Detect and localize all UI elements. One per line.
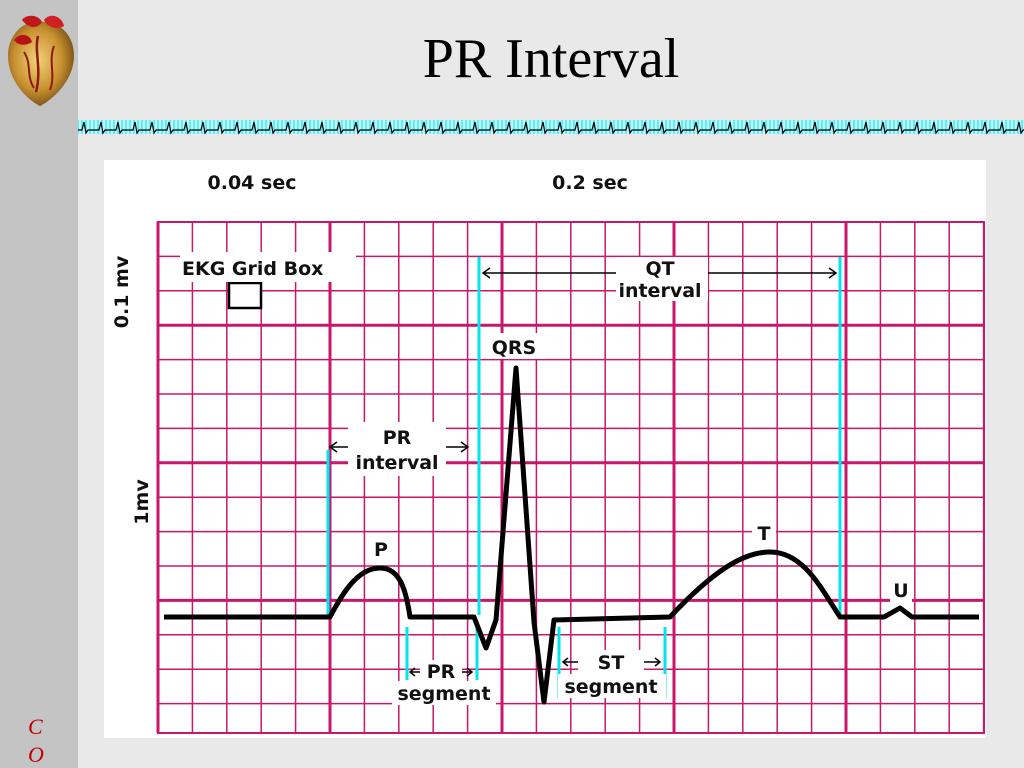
strip-waveform	[78, 121, 1024, 135]
qt-interval-label: interval	[618, 280, 701, 302]
ekg-grid	[156, 221, 985, 734]
st-label: ST	[598, 652, 625, 674]
sidebar-letter: C	[28, 714, 43, 739]
scale-0.04-sec-label: 0.04 sec	[208, 172, 297, 194]
u-wave-label: U	[893, 580, 908, 602]
scale-1-mv-label: 1mv	[131, 479, 153, 525]
ekg-diagram-svg: 0.04 sec 0.2 sec 0.1 mv 1mv EKG Grid Box…	[104, 160, 986, 738]
grid-box-example	[227, 281, 263, 310]
qt-label: QT	[645, 258, 674, 280]
scale-0.1-mv-label: 0.1 mv	[111, 255, 133, 328]
ekg-diagram: 0.04 sec 0.2 sec 0.1 mv 1mv EKG Grid Box…	[104, 160, 986, 738]
pr-interval-label: interval	[355, 452, 438, 474]
slide-title: PR Interval	[422, 28, 680, 90]
sidebar-letter: O	[28, 742, 44, 767]
pr-segment-pr-label: PR	[427, 661, 456, 683]
qrs-label: QRS	[492, 337, 536, 359]
pr-label: PR	[383, 427, 412, 449]
anatomical-heart-icon	[8, 15, 74, 106]
t-wave-label: T	[758, 523, 771, 545]
sidebar: C O	[0, 0, 78, 768]
p-wave-label: P	[374, 539, 388, 561]
pr-segment-label: segment	[397, 683, 490, 705]
ekg-strip-divider	[78, 120, 1024, 135]
st-segment-label: segment	[564, 676, 657, 698]
ekg-grid-box-label: EKG Grid Box	[182, 258, 323, 280]
label-backgrounds	[104, 160, 986, 738]
scale-0.2-sec-label: 0.2 sec	[552, 172, 628, 194]
ekg-trace	[164, 365, 979, 705]
